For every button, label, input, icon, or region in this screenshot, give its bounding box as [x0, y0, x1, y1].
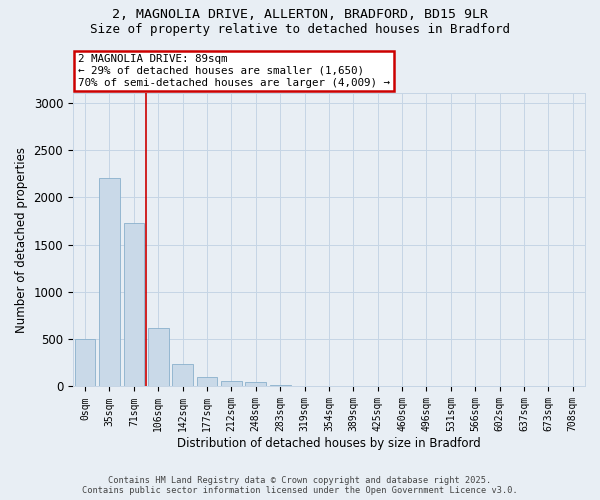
X-axis label: Distribution of detached houses by size in Bradford: Distribution of detached houses by size …	[177, 437, 481, 450]
Bar	[221, 382, 242, 386]
Text: Size of property relative to detached houses in Bradford: Size of property relative to detached ho…	[90, 22, 510, 36]
Bar	[124, 223, 144, 386]
Text: 2 MAGNOLIA DRIVE: 89sqm
← 29% of detached houses are smaller (1,650)
70% of semi: 2 MAGNOLIA DRIVE: 89sqm ← 29% of detache…	[78, 54, 390, 88]
Bar	[75, 339, 95, 386]
Y-axis label: Number of detached properties: Number of detached properties	[15, 147, 28, 333]
Text: Contains HM Land Registry data © Crown copyright and database right 2025.
Contai: Contains HM Land Registry data © Crown c…	[82, 476, 518, 495]
Text: 2, MAGNOLIA DRIVE, ALLERTON, BRADFORD, BD15 9LR: 2, MAGNOLIA DRIVE, ALLERTON, BRADFORD, B…	[112, 8, 488, 20]
Bar	[99, 178, 120, 386]
Bar	[245, 382, 266, 386]
Bar	[197, 377, 217, 386]
Bar	[148, 328, 169, 386]
Bar	[172, 364, 193, 386]
Bar	[270, 385, 290, 386]
